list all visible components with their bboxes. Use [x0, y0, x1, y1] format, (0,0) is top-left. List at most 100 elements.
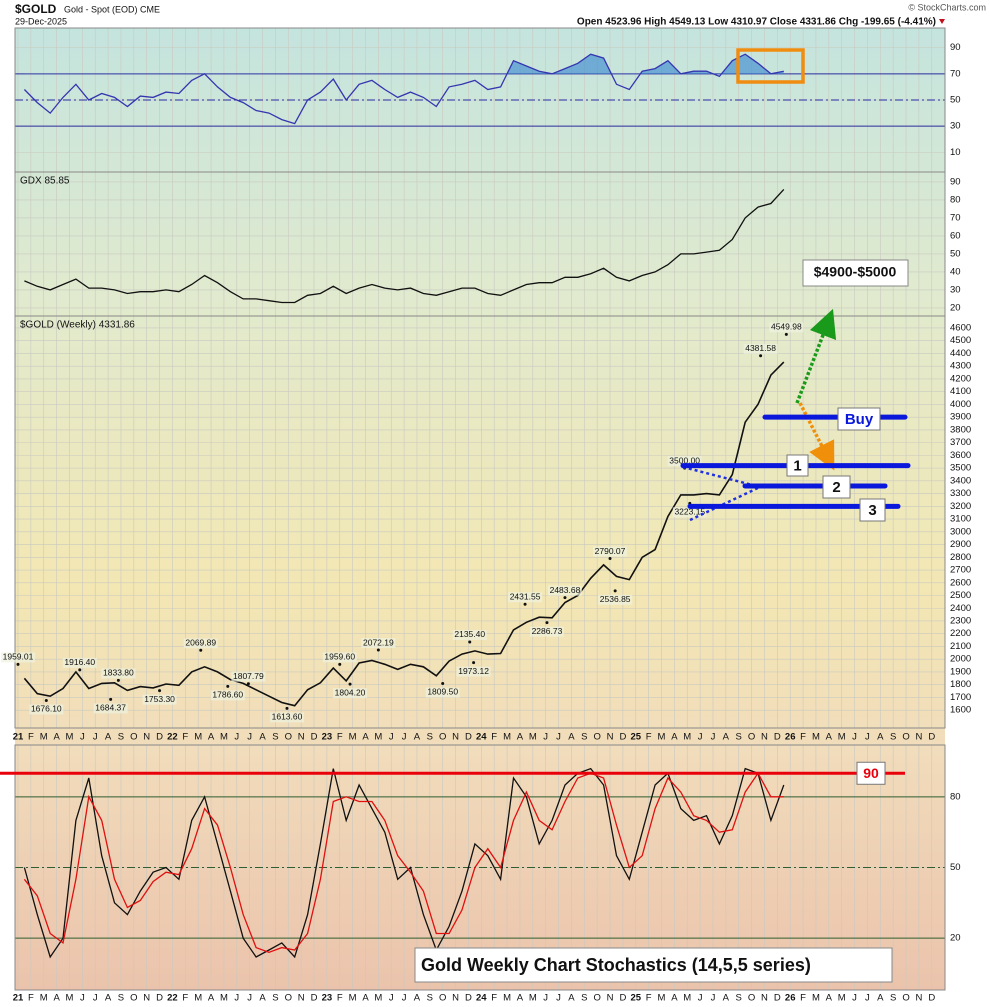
x-tick-label: M	[683, 993, 691, 1004]
x-tick-label: N	[915, 993, 922, 1004]
y-tick-label: 90	[950, 176, 961, 187]
x-tick-label: O	[593, 732, 600, 743]
y-tick-label: 3900	[950, 412, 971, 423]
x-tick-label: A	[826, 993, 833, 1004]
y-tick-label: 3100	[950, 514, 971, 525]
x-tick-label: M	[40, 993, 48, 1004]
x-tick-label: A	[362, 993, 369, 1004]
x-tick-label: J	[389, 993, 394, 1004]
annotation-label: 1676.10	[31, 704, 62, 714]
extreme-point	[199, 648, 203, 652]
x-tick-label: J	[80, 993, 85, 1004]
x-tick-label: S	[890, 732, 896, 743]
x-tick-label: F	[337, 732, 343, 743]
x-tick-label: F	[646, 732, 652, 743]
x-tick-label: A	[105, 993, 112, 1004]
extreme-point	[246, 682, 250, 686]
annotation-label: 2135.40	[454, 629, 485, 639]
extreme-point	[523, 602, 527, 606]
x-tick-label: A	[259, 732, 266, 743]
annotation-bg	[322, 652, 357, 663]
extreme-point	[613, 589, 617, 593]
annotation-label: 4549.98	[771, 322, 802, 332]
series-line	[23, 361, 785, 707]
alert-label: 90	[863, 765, 879, 781]
x-tick-label: F	[337, 993, 343, 1004]
annotation-label: 3500.00	[669, 455, 700, 465]
y-tick-label: 30	[950, 284, 961, 295]
annotation-label: 2286.73	[532, 626, 563, 636]
annotation-label: 1613.60	[272, 712, 303, 722]
x-tick-label: N	[143, 993, 150, 1004]
y-tick-label: 3500	[950, 463, 971, 474]
x-tick-label: S	[427, 993, 433, 1004]
y-tick-label: 20	[950, 933, 961, 944]
x-tick-label: M	[658, 993, 666, 1004]
x-tick-label: S	[118, 993, 124, 1004]
x-tick-label: 21	[13, 993, 24, 1004]
y-tick-label: 3600	[950, 450, 971, 461]
x-tick-label: O	[285, 732, 292, 743]
up-arrow	[795, 308, 837, 404]
y-tick-label: 70	[950, 212, 961, 223]
x-tick-label: 21	[13, 732, 24, 743]
y-tick-label: 2800	[950, 552, 971, 563]
x-tick-label: A	[877, 993, 884, 1004]
annotation-bg	[593, 546, 628, 557]
y-tick-label: 4100	[950, 386, 971, 397]
y-tick-label: 3200	[950, 501, 971, 512]
panel-label: GDX 85.85	[20, 176, 70, 187]
symbol: $GOLD	[15, 2, 57, 16]
down-arrow	[798, 402, 835, 471]
x-tick-label: M	[838, 993, 846, 1004]
x-tick-label: N	[607, 732, 614, 743]
annotation-bg	[269, 712, 304, 723]
x-tick-label: 22	[167, 732, 178, 743]
panel-frame	[14, 744, 946, 991]
extreme-point	[348, 682, 352, 686]
x-tick-label: J	[402, 732, 407, 743]
target-box	[802, 259, 909, 287]
x-tick-label: 25	[630, 993, 641, 1004]
extreme-point	[468, 640, 472, 644]
x-tick-label: J	[402, 993, 407, 1004]
x-tick-label: F	[182, 993, 188, 1004]
x-tick-label: J	[543, 993, 548, 1004]
annotation-bg	[361, 638, 396, 649]
annotation-label: 3223.15	[674, 507, 705, 517]
level-label: 2	[832, 479, 840, 496]
extreme-point	[784, 332, 788, 336]
x-tick-label: M	[838, 732, 846, 743]
extreme-point	[285, 706, 289, 710]
x-tick-label: D	[465, 993, 472, 1004]
extreme-point	[376, 648, 380, 652]
extreme-point	[226, 684, 230, 688]
annotation-bg	[598, 594, 633, 605]
y-tick-label: 50	[950, 862, 961, 873]
x-tick-label: A	[105, 732, 112, 743]
y-tick-label: 2900	[950, 539, 971, 550]
annotation-label: 2536.85	[600, 594, 631, 604]
x-tick-label: N	[915, 732, 922, 743]
x-tick-label: A	[208, 993, 215, 1004]
annotation-bg	[183, 638, 218, 649]
x-tick-label: J	[234, 993, 239, 1004]
extreme-point	[338, 662, 342, 666]
extreme-point	[608, 557, 612, 561]
x-tick-label: M	[349, 993, 357, 1004]
x-tick-label: S	[427, 732, 433, 743]
annotation-bg	[508, 592, 543, 603]
x-tick-label: 23	[322, 993, 333, 1004]
y-tick-label: 3400	[950, 475, 971, 486]
date: 29-Dec-2025	[15, 16, 67, 26]
y-tick-label: 30	[950, 121, 961, 132]
x-tick-label: S	[118, 732, 124, 743]
x-tick-label: J	[93, 732, 98, 743]
x-tick-label: O	[439, 732, 446, 743]
x-tick-label: 23	[322, 732, 333, 743]
x-tick-label: A	[826, 732, 833, 743]
x-tick-label: J	[93, 993, 98, 1004]
y-tick-label: 4300	[950, 361, 971, 372]
x-tick-label: J	[247, 732, 252, 743]
